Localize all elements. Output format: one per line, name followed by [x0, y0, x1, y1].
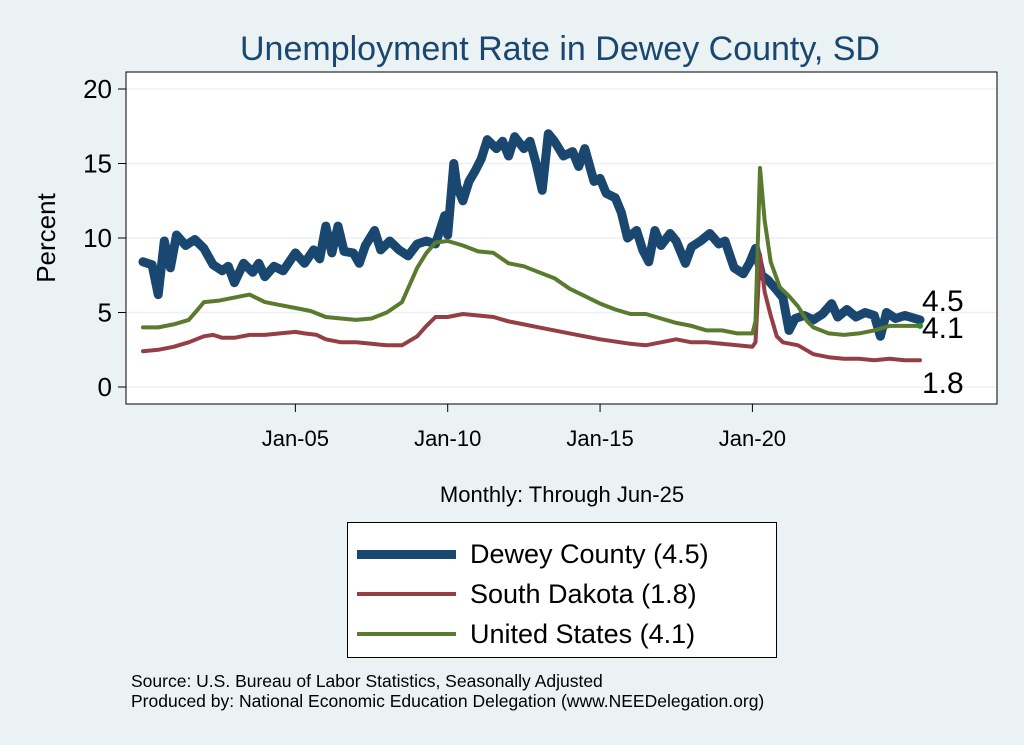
- series-line-united-states: [141, 166, 922, 337]
- legend-item-united-states: United States (4.1): [348, 614, 776, 654]
- y-axis-label: Percent: [31, 192, 61, 282]
- x-tick-label: Jan-15: [566, 426, 633, 451]
- source-note: Source: U.S. Bureau of Labor Statistics,…: [131, 671, 764, 711]
- legend-swatch-south-dakota: [357, 592, 456, 596]
- chart-title: Unemployment Rate in Dewey County, SD: [240, 30, 880, 68]
- end-label-south-dakota: 1.8: [922, 367, 964, 400]
- series-line-south-dakota: [141, 252, 922, 363]
- legend-item-south-dakota: South Dakota (1.8): [348, 574, 776, 614]
- legend-item-dewey: Dewey County (4.5): [348, 534, 776, 574]
- y-tick-label: 0: [98, 372, 112, 402]
- series-end-marker-united-states: [917, 322, 923, 329]
- y-tick-label: 15: [83, 149, 112, 179]
- y-tick-label: 10: [83, 223, 112, 253]
- series-line-dewey-county: [138, 129, 925, 341]
- x-tick-label: Jan-20: [719, 426, 786, 451]
- legend-label-dewey: Dewey County (4.5): [470, 538, 709, 569]
- producer-line: Produced by: National Economic Education…: [131, 691, 765, 711]
- legend: Dewey County (4.5) South Dakota (1.8) Un…: [347, 522, 777, 658]
- legend-swatch-united-states: [357, 632, 456, 636]
- source-line: Source: U.S. Bureau of Labor Statistics,…: [131, 671, 603, 691]
- legend-label-united-states: United States (4.1): [470, 618, 696, 649]
- x-axis-label: Monthly: Through Jun-25: [440, 482, 684, 507]
- legend-label-south-dakota: South Dakota (1.8): [470, 578, 697, 609]
- end-label-united-states: 4.1: [922, 312, 964, 345]
- x-tick-label: Jan-10: [414, 426, 481, 451]
- x-tick-label: Jan-05: [262, 426, 329, 451]
- legend-swatch-dewey: [357, 549, 456, 559]
- y-tick-label: 5: [98, 298, 112, 328]
- end-label-dewey-county: 4.5: [922, 285, 964, 318]
- plot-frame: [125, 71, 998, 405]
- y-tick-label: 20: [83, 74, 112, 104]
